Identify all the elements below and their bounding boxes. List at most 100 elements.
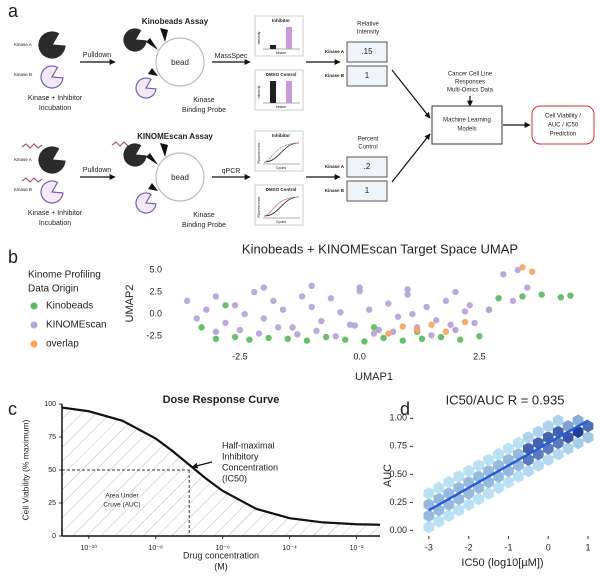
point [251, 288, 258, 296]
point [509, 297, 517, 305]
hex-cell [542, 453, 554, 467]
point [524, 284, 531, 291]
point [404, 291, 411, 298]
label: 1 [365, 186, 370, 195]
hex-cell [493, 481, 504, 495]
probe [160, 143, 168, 157]
point [322, 333, 330, 341]
point [418, 335, 426, 343]
point [404, 286, 411, 293]
hex-cell [483, 487, 494, 500]
label: Pulldown [83, 52, 112, 59]
label: Binding Probe [182, 107, 226, 114]
chart-title: IC50/AUC R = 0.935 [446, 392, 565, 407]
point [528, 268, 536, 275]
label: Cell Viability / [545, 114, 581, 120]
label: Inhibitor [272, 18, 290, 23]
point [366, 306, 373, 313]
hex-cell [562, 442, 574, 455]
arrow [191, 461, 213, 469]
kinase-icon [123, 143, 147, 167]
point [437, 333, 445, 341]
label: Models [457, 127, 476, 133]
label: Cancer Cell Line [448, 72, 493, 78]
point [212, 293, 220, 300]
point [557, 294, 565, 301]
section-title: Kinobeads Assay [142, 17, 209, 26]
point [399, 323, 406, 330]
label: Kinase [193, 212, 215, 219]
label: qPCR [222, 168, 241, 175]
mini-bar [286, 81, 292, 103]
point [476, 332, 483, 340]
y-tick-label: 100 [44, 401, 56, 408]
bead [155, 37, 205, 87]
hex-cell [513, 470, 524, 483]
probe [146, 153, 158, 165]
point [198, 324, 205, 331]
label: DMSO Control [266, 72, 297, 77]
point [433, 317, 440, 324]
label: IC50 (log10[µM]) [461, 557, 543, 569]
label: Kinome Profiling [28, 270, 101, 281]
hex-cell [433, 515, 445, 528]
y-tick-label: 0.25 [389, 497, 407, 507]
value-box [346, 180, 388, 202]
hex-cell [513, 436, 524, 450]
x-tick-label: 10⁻² [350, 545, 364, 552]
point [241, 310, 248, 318]
bead [155, 152, 205, 202]
label: Kinase A [325, 49, 345, 54]
hex-cell [423, 520, 435, 534]
label: Inhibitor [272, 133, 290, 138]
probe [148, 68, 158, 76]
probe [148, 183, 158, 191]
hex-cell [532, 425, 544, 439]
kinase-icon [135, 77, 157, 99]
point [514, 266, 521, 274]
point [279, 306, 287, 313]
point [270, 297, 277, 305]
point [380, 334, 387, 342]
legend-marker [30, 321, 38, 329]
label: intensity [257, 85, 261, 98]
curve [61, 406, 381, 526]
hex-cell [542, 420, 554, 433]
y-tick-label: 0.75 [389, 441, 407, 451]
hex-cell [423, 487, 435, 500]
y-tick-label: 2.5 [149, 286, 162, 296]
point [342, 336, 349, 343]
point [193, 315, 200, 322]
label: Intensity [357, 30, 379, 36]
label: 1 [365, 71, 370, 80]
point [538, 291, 545, 298]
point [399, 337, 406, 344]
hex-cell [522, 431, 534, 444]
label: Binding Probe [182, 222, 226, 229]
mini-curve [263, 142, 300, 163]
value-box [346, 41, 388, 63]
point [284, 335, 291, 343]
hex-cell [552, 448, 564, 461]
hex-cell [463, 464, 475, 478]
point [394, 313, 402, 320]
panel-label: c [8, 399, 17, 419]
point [332, 332, 339, 340]
label: AUC [382, 464, 394, 487]
point [370, 324, 378, 331]
point [255, 330, 263, 337]
point [466, 302, 474, 309]
label: Machine Learning [443, 118, 491, 124]
point [447, 321, 454, 328]
label: Concentration [222, 462, 278, 472]
point [313, 327, 320, 335]
x-tick-label: -2 [465, 542, 473, 552]
point [452, 288, 459, 296]
point [375, 326, 382, 334]
point [260, 284, 268, 291]
area [62, 407, 380, 536]
label: UMAP2 [124, 285, 136, 323]
point [260, 315, 268, 322]
hex-cell [552, 414, 564, 427]
label: Control [358, 145, 377, 151]
